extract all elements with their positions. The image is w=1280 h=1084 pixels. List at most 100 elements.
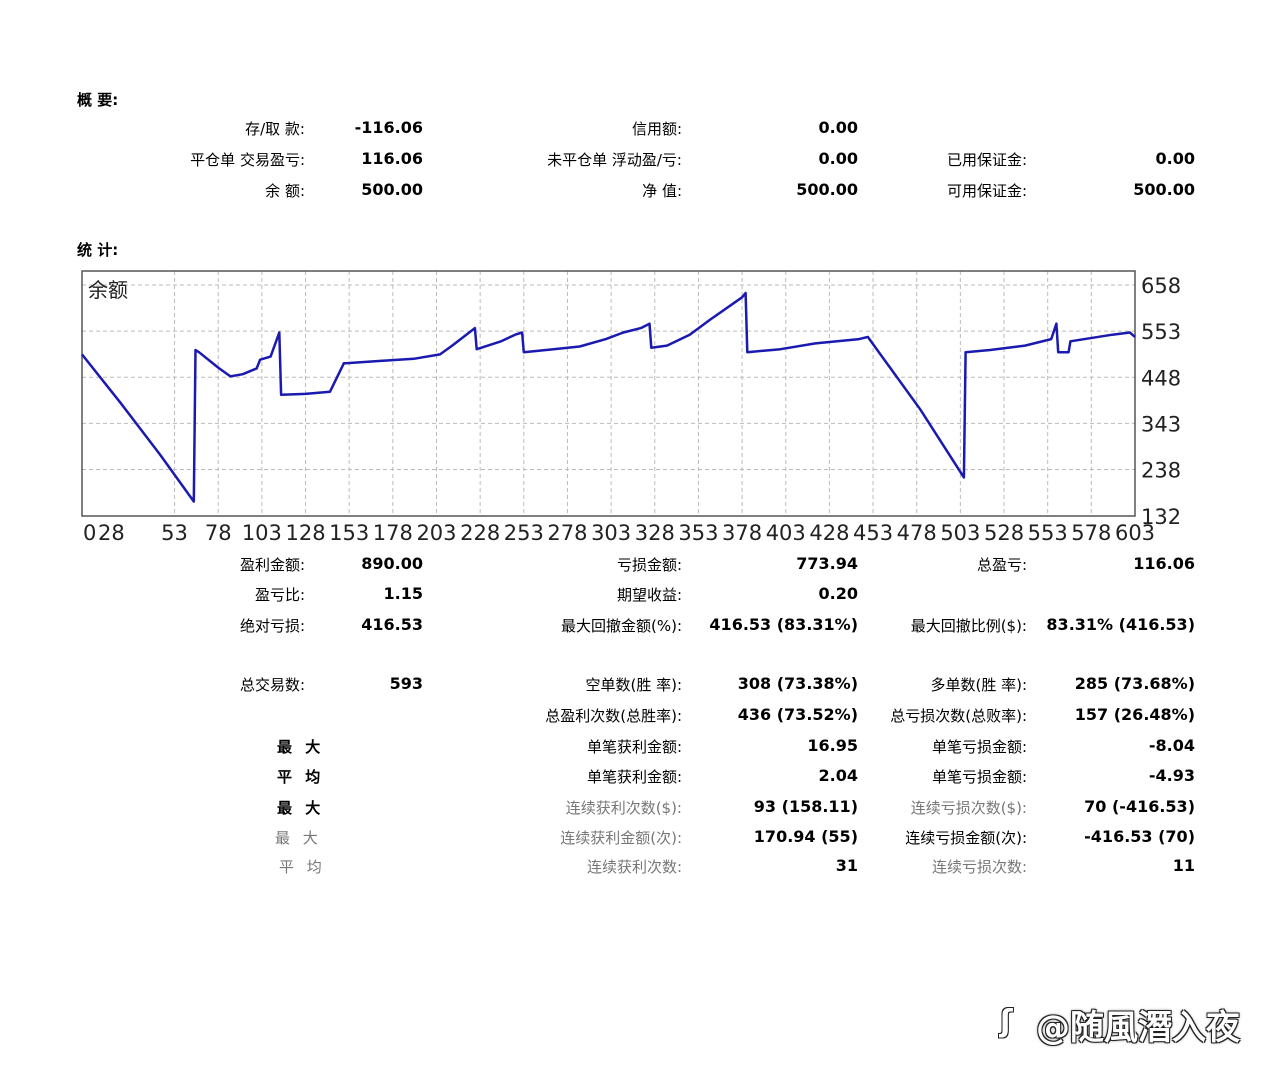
weibo-logo-icon: ʃ [1000, 1004, 1013, 1039]
max-consec-wins-value: 93 (158.11) [753, 797, 858, 816]
short-trades-value: 308 (73.38%) [737, 674, 858, 693]
chart-grid [82, 271, 1136, 516]
closed-pl-value: 116.06 [361, 149, 423, 168]
equity-label: 净 值: [642, 182, 682, 200]
long-trades-value: 285 (73.68%) [1074, 674, 1195, 693]
free-margin-value: 500.00 [1133, 180, 1195, 199]
total-trades-value: 593 [389, 674, 423, 693]
avg-profit-value: 2.04 [818, 766, 858, 785]
max-consec-wins-label: 连续获利次数($): [565, 799, 682, 817]
max-consec-profit-value: 170.94 (55) [753, 827, 858, 846]
x-tick-label: 453 [853, 521, 893, 545]
x-tick-label: 28 [98, 521, 125, 545]
profit-factor-label: 盈亏比: [254, 586, 305, 604]
rel-drawdown-label: 最大回撤比例($): [910, 617, 1027, 635]
x-tick-label: 528 [984, 521, 1024, 545]
loss-trades-label: 总亏损次数(总败率): [890, 707, 1027, 725]
max-drawdown-label: 最大回撤金额(%): [560, 617, 682, 635]
short-trades-label: 空单数(胜 率): [585, 676, 682, 694]
max-drawdown-value: 416.53 (83.31%) [709, 615, 858, 634]
x-tick-label: 253 [504, 521, 544, 545]
gross-profit-value: 890.00 [361, 554, 423, 573]
loss-trades-value: 157 (26.48%) [1074, 705, 1195, 724]
avg-consec-losses-label: 连续亏损次数: [931, 858, 1027, 876]
floating-pl-value: 0.00 [818, 149, 858, 168]
category-average: 平 均 [277, 768, 325, 786]
y-tick-label: 238 [1141, 458, 1181, 482]
category-max-1: 最 大 [277, 799, 325, 817]
x-tick-label: 78 [205, 521, 232, 545]
y-axis-ticks: 658 553 448 343 238 132 [1141, 274, 1181, 529]
total-trades-label: 总交易数: [239, 676, 305, 694]
gross-loss-value: 773.94 [796, 554, 858, 573]
x-tick-label: 228 [460, 521, 500, 545]
largest-profit-value: 16.95 [807, 736, 858, 755]
x-axis-ticks: 0 28 53 78 103 128 153 178 203 228 253 278 303 328 353… [83, 521, 1155, 545]
summary-title: 概 要: [77, 91, 119, 109]
abs-drawdown-label: 绝对亏损: [239, 617, 305, 635]
expected-label: 期望收益: [616, 586, 682, 604]
x-tick-label: 203 [416, 521, 456, 545]
chart-series [81, 291, 1136, 503]
max-consec-loss-value: -416.53 (70) [1084, 827, 1195, 846]
avg-consec-wins-value: 31 [835, 856, 858, 875]
max-consec-losses-value: 70 (-416.53) [1084, 797, 1195, 816]
deposit-value: -116.06 [354, 118, 423, 137]
y-tick-label: 658 [1141, 274, 1181, 298]
closed-pl-label: 平仓单 交易盈亏: [190, 151, 305, 169]
largest-loss-label: 单笔亏损金额: [931, 738, 1027, 756]
total-net-label: 总盈亏: [976, 556, 1027, 574]
balance-value: 500.00 [361, 180, 423, 199]
equity-value: 500.00 [796, 180, 858, 199]
x-tick-label: 603 [1115, 521, 1155, 545]
y-tick-label: 448 [1141, 366, 1181, 390]
x-tick-label: 178 [373, 521, 413, 545]
x-tick-label: 578 [1071, 521, 1111, 545]
max-consec-profit-label: 连续获利金额(次): [560, 829, 682, 847]
abs-drawdown-value: 416.53 [361, 615, 423, 634]
balance-chart: 余额 658 553 448 343 238 132 0 28 53 78 103 128 153 17… [81, 270, 1181, 545]
max-consec-losses-label: 连续亏损次数($): [910, 799, 1027, 817]
x-tick-label: 103 [242, 521, 282, 545]
x-tick-label: 503 [940, 521, 980, 545]
x-tick-label: 303 [591, 521, 631, 545]
x-tick-label: 428 [809, 521, 849, 545]
credit-label: 信用额: [631, 120, 682, 138]
long-trades-label: 多单数(胜 率): [930, 676, 1027, 694]
x-tick-label: 53 [161, 521, 188, 545]
balance-series-line [81, 291, 1136, 503]
profit-trades-value: 436 (73.52%) [737, 705, 858, 724]
margin-value: 0.00 [1155, 149, 1195, 168]
y-tick-label: 553 [1141, 320, 1181, 344]
y-tick-label: 343 [1141, 412, 1181, 436]
max-consec-loss-label: 连续亏损金额(次): [905, 829, 1027, 847]
floating-pl-label: 未平仓单 浮动盈/亏: [547, 151, 682, 169]
x-tick-label: 0 [83, 521, 96, 545]
avg-loss-label: 单笔亏损金额: [931, 768, 1027, 786]
x-tick-label: 403 [766, 521, 806, 545]
avg-profit-label: 单笔获利金额: [586, 768, 682, 786]
avg-consec-wins-label: 连续获利次数: [586, 858, 682, 876]
chart-title: 余额 [88, 278, 128, 302]
category-max-2: 最 大 [275, 829, 322, 847]
avg-consec-losses-value: 11 [1172, 856, 1195, 875]
deposit-label: 存/取 款: [245, 120, 305, 138]
avg-loss-value: -4.93 [1148, 766, 1195, 785]
stats-title: 统 计: [77, 241, 119, 259]
gross-loss-label: 亏损金额: [616, 556, 682, 574]
x-tick-label: 128 [285, 521, 325, 545]
rel-drawdown-value: 83.31% (416.53) [1046, 615, 1195, 634]
x-tick-label: 478 [897, 521, 937, 545]
expected-value: 0.20 [818, 584, 858, 603]
largest-loss-value: -8.04 [1148, 736, 1195, 755]
x-tick-label: 278 [547, 521, 587, 545]
x-tick-label: 553 [1028, 521, 1068, 545]
category-average-2: 平 均 [279, 858, 326, 876]
x-tick-label: 153 [329, 521, 369, 545]
balance-label: 余 额: [265, 182, 305, 200]
profit-factor-value: 1.15 [383, 584, 423, 603]
x-tick-label: 328 [635, 521, 675, 545]
total-net-value: 116.06 [1133, 554, 1195, 573]
watermark-text: @随風潛入夜 [1036, 1008, 1240, 1048]
free-margin-label: 可用保证金: [946, 182, 1027, 200]
